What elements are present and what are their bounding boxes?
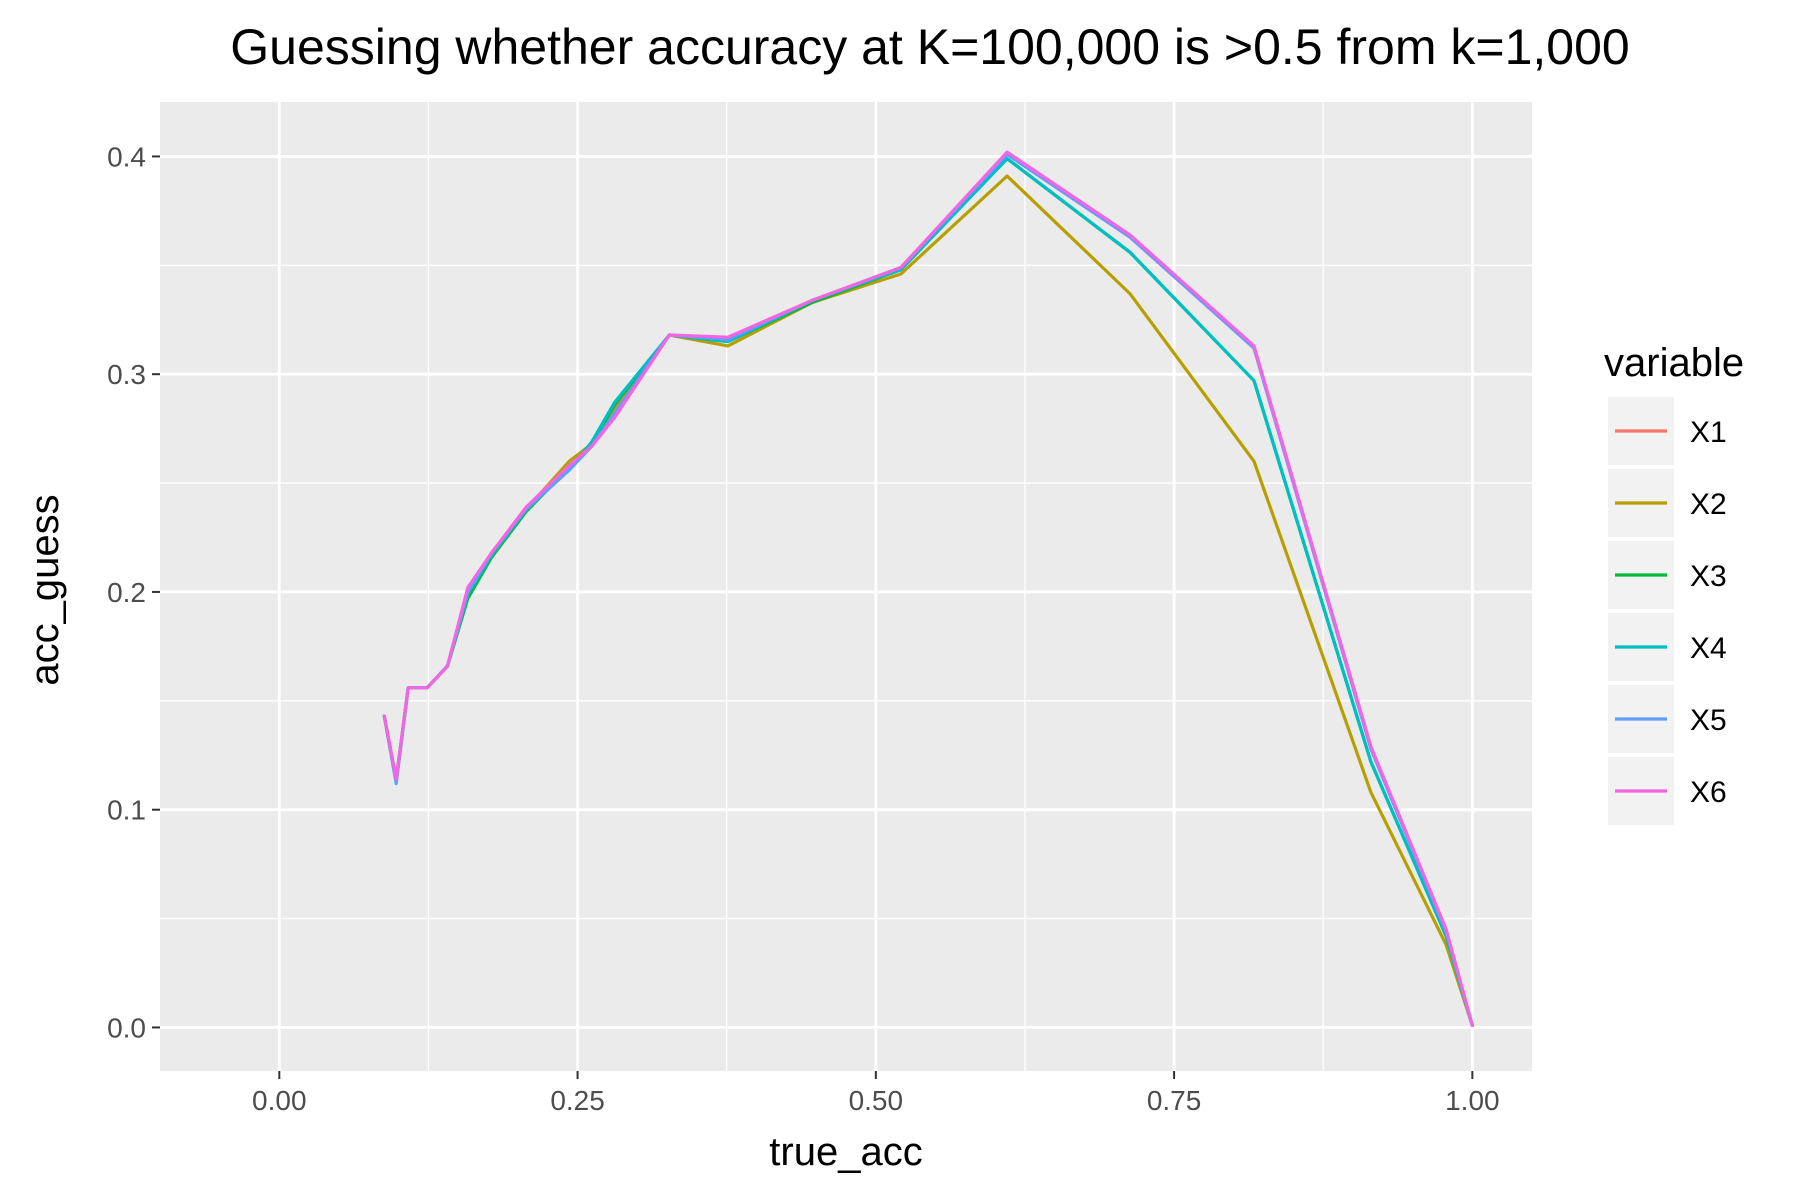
y-tick-label: 0.1: [107, 795, 146, 826]
y-axis-ticks: 0.0 0.1 0.2 0.3 0.4: [107, 141, 160, 1043]
x-tick-label: 0.25: [550, 1085, 605, 1116]
x-tick-label: 0.00: [252, 1085, 307, 1116]
y-tick-label: 0.3: [107, 359, 146, 390]
legend-item-x5: X5: [1608, 685, 1727, 753]
y-tick-label: 0.2: [107, 577, 146, 608]
chart-title: Guessing whether accuracy at K=100,000 i…: [230, 19, 1629, 75]
legend: variable X1 X2 X3 X4 X5 X6: [1604, 341, 1744, 825]
plot-panel: [160, 102, 1532, 1071]
legend-label: X4: [1690, 632, 1727, 665]
legend-label: X5: [1690, 704, 1727, 737]
legend-item-x6: X6: [1608, 757, 1727, 825]
panel-background: [160, 102, 1532, 1071]
y-tick-label: 0.4: [107, 141, 146, 172]
legend-label: X2: [1690, 488, 1727, 521]
legend-item-x4: X4: [1608, 613, 1727, 681]
legend-label: X1: [1690, 416, 1727, 449]
series-lines: [382, 150, 1474, 1027]
x-axis-ticks: 0.00 0.25 0.50 0.75 1.00: [252, 1071, 1500, 1116]
legend-item-x3: X3: [1608, 541, 1727, 609]
legend-label: X3: [1690, 560, 1727, 593]
x-tick-label: 1.00: [1445, 1085, 1500, 1116]
legend-label: X6: [1690, 776, 1727, 809]
x-tick-label: 0.50: [849, 1085, 904, 1116]
legend-title: variable: [1604, 341, 1744, 385]
series-line-x6: [382, 150, 1474, 1027]
legend-item-x1: X1: [1608, 397, 1727, 465]
x-axis-title: true_acc: [769, 1130, 922, 1174]
x-tick-label: 0.75: [1147, 1085, 1202, 1116]
y-tick-label: 0.0: [107, 1012, 146, 1043]
legend-item-x2: X2: [1608, 469, 1727, 537]
y-axis-title: acc_guess: [23, 494, 67, 685]
